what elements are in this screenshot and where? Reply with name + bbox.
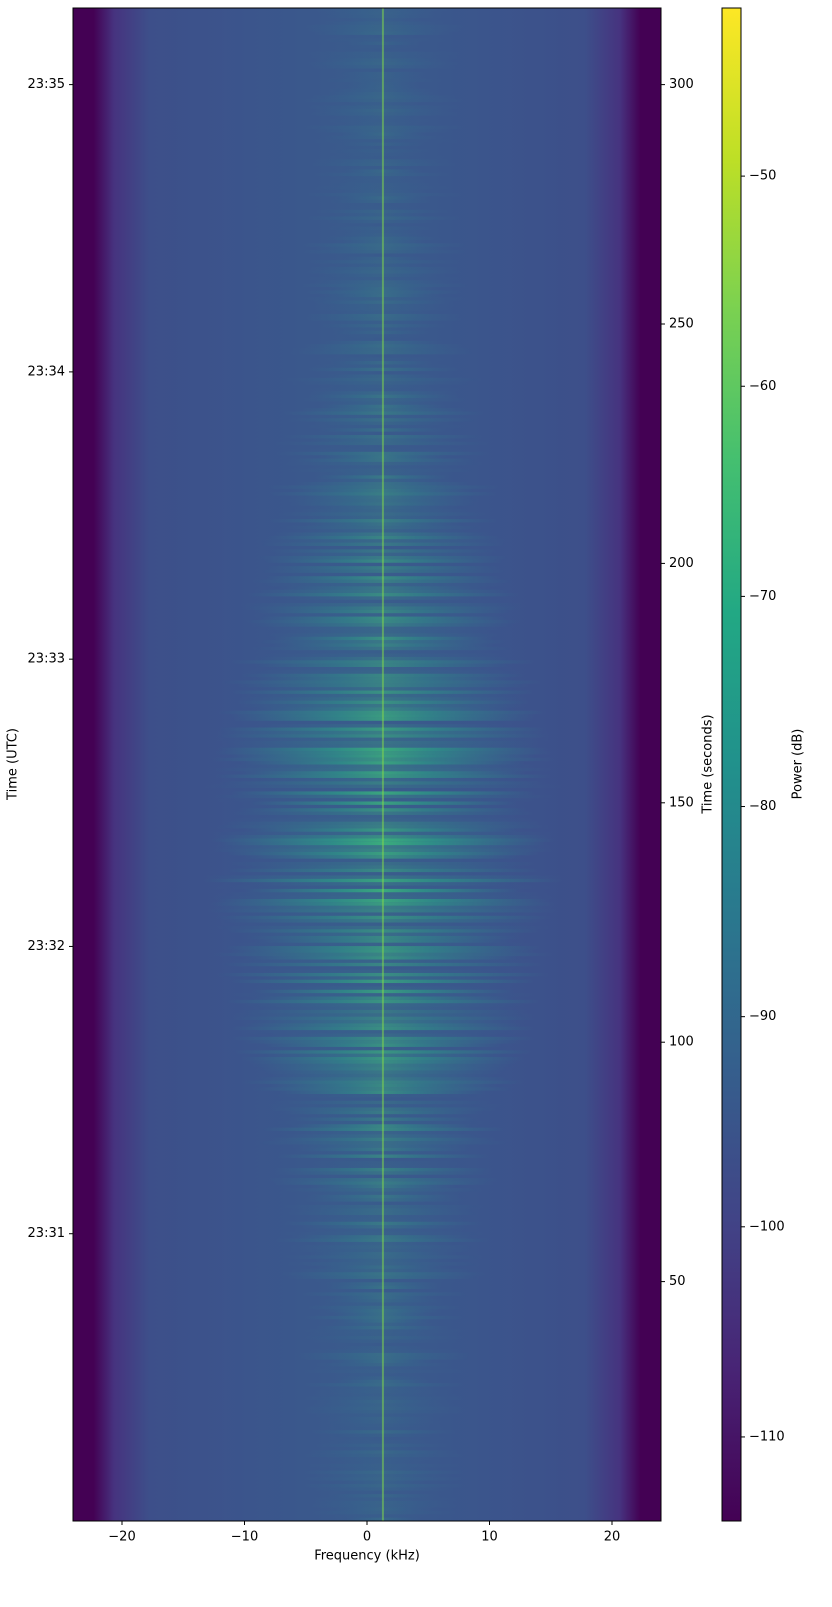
x-tick-label: 20 bbox=[604, 1530, 621, 1545]
y2-tick-label: 250 bbox=[669, 317, 694, 332]
y2-tick-label: 300 bbox=[669, 77, 694, 92]
colorbar-label: Power (dB) bbox=[791, 729, 806, 800]
y2-tick-label: 150 bbox=[669, 795, 694, 810]
colorbar-tick-label: −90 bbox=[749, 1009, 776, 1024]
colorbar-tick-label: −70 bbox=[749, 589, 776, 604]
x-tick-label: 10 bbox=[481, 1530, 498, 1545]
colorbar-tick-label: −110 bbox=[749, 1429, 785, 1444]
colorbar-tick-label: −60 bbox=[749, 379, 776, 394]
x-tick-label: −20 bbox=[108, 1530, 135, 1545]
y-tick-label: 23:33 bbox=[28, 652, 65, 667]
spectrogram bbox=[73, 8, 661, 1521]
colorbar-tick-label: −100 bbox=[749, 1219, 785, 1234]
colorbar-tick-label: −50 bbox=[749, 169, 776, 184]
y2-tick-label: 200 bbox=[669, 556, 694, 571]
y-tick-label: 23:31 bbox=[28, 1226, 65, 1241]
y2-tick-label: 100 bbox=[669, 1035, 694, 1050]
y-tick-label: 23:35 bbox=[28, 77, 65, 92]
colorbar bbox=[721, 7, 742, 1522]
x-tick-label: 0 bbox=[363, 1530, 371, 1545]
colorbar-tick-label: −80 bbox=[749, 799, 776, 814]
y-tick-label: 23:34 bbox=[28, 364, 65, 379]
x-axis-label: Frequency (kHz) bbox=[314, 1549, 420, 1564]
y2-axis-label: Time (seconds) bbox=[701, 714, 716, 814]
y2-tick-label: 50 bbox=[669, 1274, 686, 1289]
carrier-line bbox=[381, 8, 384, 1521]
y-tick-label: 23:32 bbox=[28, 939, 65, 954]
y-axis-label: Time (UTC) bbox=[6, 728, 21, 801]
x-tick-label: −10 bbox=[231, 1530, 258, 1545]
